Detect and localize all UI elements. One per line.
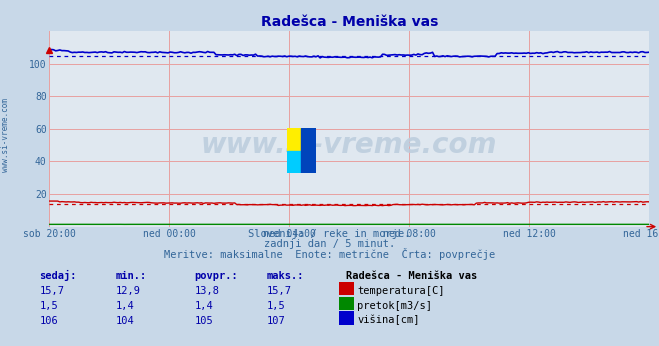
Polygon shape	[287, 128, 302, 151]
Text: 106: 106	[40, 316, 58, 326]
Text: www.si-vreme.com: www.si-vreme.com	[1, 98, 10, 172]
Text: 1,5: 1,5	[267, 301, 285, 311]
Text: temperatura[C]: temperatura[C]	[357, 286, 445, 296]
Text: zadnji dan / 5 minut.: zadnji dan / 5 minut.	[264, 239, 395, 249]
Polygon shape	[287, 151, 302, 173]
Text: povpr.:: povpr.:	[194, 271, 238, 281]
Text: 1,4: 1,4	[194, 301, 213, 311]
Text: www.si-vreme.com: www.si-vreme.com	[201, 130, 498, 158]
Text: Slovenija / reke in morje.: Slovenija / reke in morje.	[248, 229, 411, 239]
Text: 13,8: 13,8	[194, 286, 219, 296]
Text: 12,9: 12,9	[115, 286, 140, 296]
Title: Radešca - Meniška vas: Radešca - Meniška vas	[260, 15, 438, 29]
Text: pretok[m3/s]: pretok[m3/s]	[357, 301, 432, 311]
Text: 104: 104	[115, 316, 134, 326]
Text: Meritve: maksimalne  Enote: metrične  Črta: povprečje: Meritve: maksimalne Enote: metrične Črta…	[164, 248, 495, 260]
Text: 1,5: 1,5	[40, 301, 58, 311]
Polygon shape	[302, 128, 316, 173]
Text: 15,7: 15,7	[267, 286, 292, 296]
Text: maks.:: maks.:	[267, 271, 304, 281]
Text: 1,4: 1,4	[115, 301, 134, 311]
Text: sedaj:: sedaj:	[40, 270, 77, 281]
Text: 105: 105	[194, 316, 213, 326]
Text: 15,7: 15,7	[40, 286, 65, 296]
Text: Radešca - Meniška vas: Radešca - Meniška vas	[346, 271, 477, 281]
Text: višina[cm]: višina[cm]	[357, 315, 420, 326]
Text: 107: 107	[267, 316, 285, 326]
Text: min.:: min.:	[115, 271, 146, 281]
